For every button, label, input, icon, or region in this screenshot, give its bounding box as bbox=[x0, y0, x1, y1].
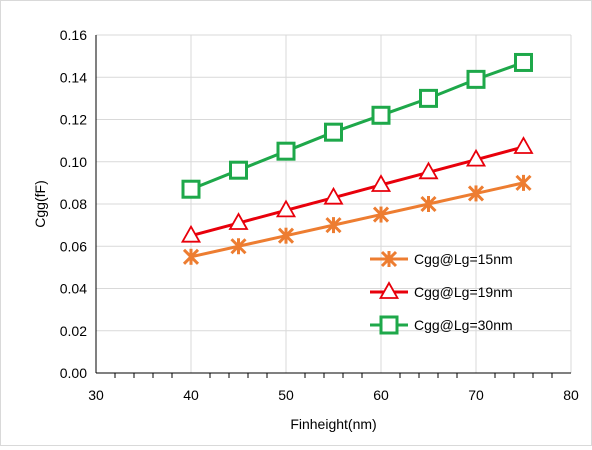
data-point bbox=[419, 88, 438, 108]
y-tick-label: 0.10 bbox=[60, 154, 87, 170]
data-point bbox=[324, 122, 343, 142]
x-tick-label: 80 bbox=[563, 387, 579, 403]
data-point bbox=[181, 179, 201, 199]
data-point bbox=[372, 206, 390, 223]
data-point bbox=[418, 161, 439, 180]
x-tick-label: 50 bbox=[278, 387, 294, 403]
y-axis-title: Cgg(fF) bbox=[32, 180, 48, 227]
data-point bbox=[513, 136, 534, 154]
y-tick-label: 0.12 bbox=[60, 112, 87, 128]
data-point bbox=[465, 148, 487, 167]
y-tick-label: 0.14 bbox=[60, 69, 87, 85]
data-point bbox=[230, 238, 247, 255]
series-layer bbox=[180, 52, 534, 265]
legend-marker bbox=[378, 281, 400, 299]
series-line bbox=[190, 145, 524, 238]
data-point bbox=[371, 105, 391, 125]
x-tick-label: 70 bbox=[468, 387, 484, 403]
data-point bbox=[182, 248, 200, 265]
series-2 bbox=[181, 52, 533, 199]
data-point bbox=[228, 212, 249, 230]
y-tick-label: 0.06 bbox=[60, 238, 87, 254]
y-tick-label: 0.04 bbox=[60, 281, 87, 297]
data-point bbox=[323, 186, 344, 205]
legend-label: Cgg@Lg=30nm bbox=[414, 317, 513, 333]
data-point bbox=[325, 217, 342, 234]
data-point bbox=[466, 69, 486, 89]
x-tick-label: 30 bbox=[88, 387, 104, 403]
data-point bbox=[514, 52, 533, 72]
series-line bbox=[190, 181, 524, 259]
legend: Cgg@Lg=15nm Cgg@Lg=19nm Cgg@Lg=30nm bbox=[370, 250, 513, 335]
legend-label: Cgg@Lg=15nm bbox=[414, 251, 513, 267]
legend-label: Cgg@Lg=19nm bbox=[414, 284, 513, 300]
y-tick-label: 0.16 bbox=[60, 27, 87, 43]
data-point bbox=[515, 174, 532, 191]
data-point bbox=[229, 160, 248, 180]
data-point bbox=[420, 195, 437, 213]
x-tick-label: 40 bbox=[183, 387, 199, 403]
x-axis-title: Finheight(nm) bbox=[290, 416, 376, 432]
series-0 bbox=[182, 174, 532, 265]
data-point bbox=[277, 227, 295, 244]
data-point bbox=[370, 174, 392, 192]
legend-marker bbox=[380, 250, 398, 268]
y-tick-label: 0.00 bbox=[60, 365, 87, 381]
y-tick-label: 0.08 bbox=[60, 196, 87, 212]
data-point bbox=[467, 185, 485, 202]
data-point bbox=[180, 224, 202, 243]
y-tick-label: 0.02 bbox=[60, 323, 87, 339]
x-tick-label: 60 bbox=[373, 387, 389, 403]
legend-marker bbox=[379, 315, 399, 335]
data-point bbox=[276, 141, 296, 161]
series-1 bbox=[180, 136, 534, 243]
data-point bbox=[275, 199, 297, 218]
axes: 0.00 0.02 0.04 0.06 0.08 0.10 0.12 0.14 0.16 30 40… bbox=[60, 27, 579, 403]
